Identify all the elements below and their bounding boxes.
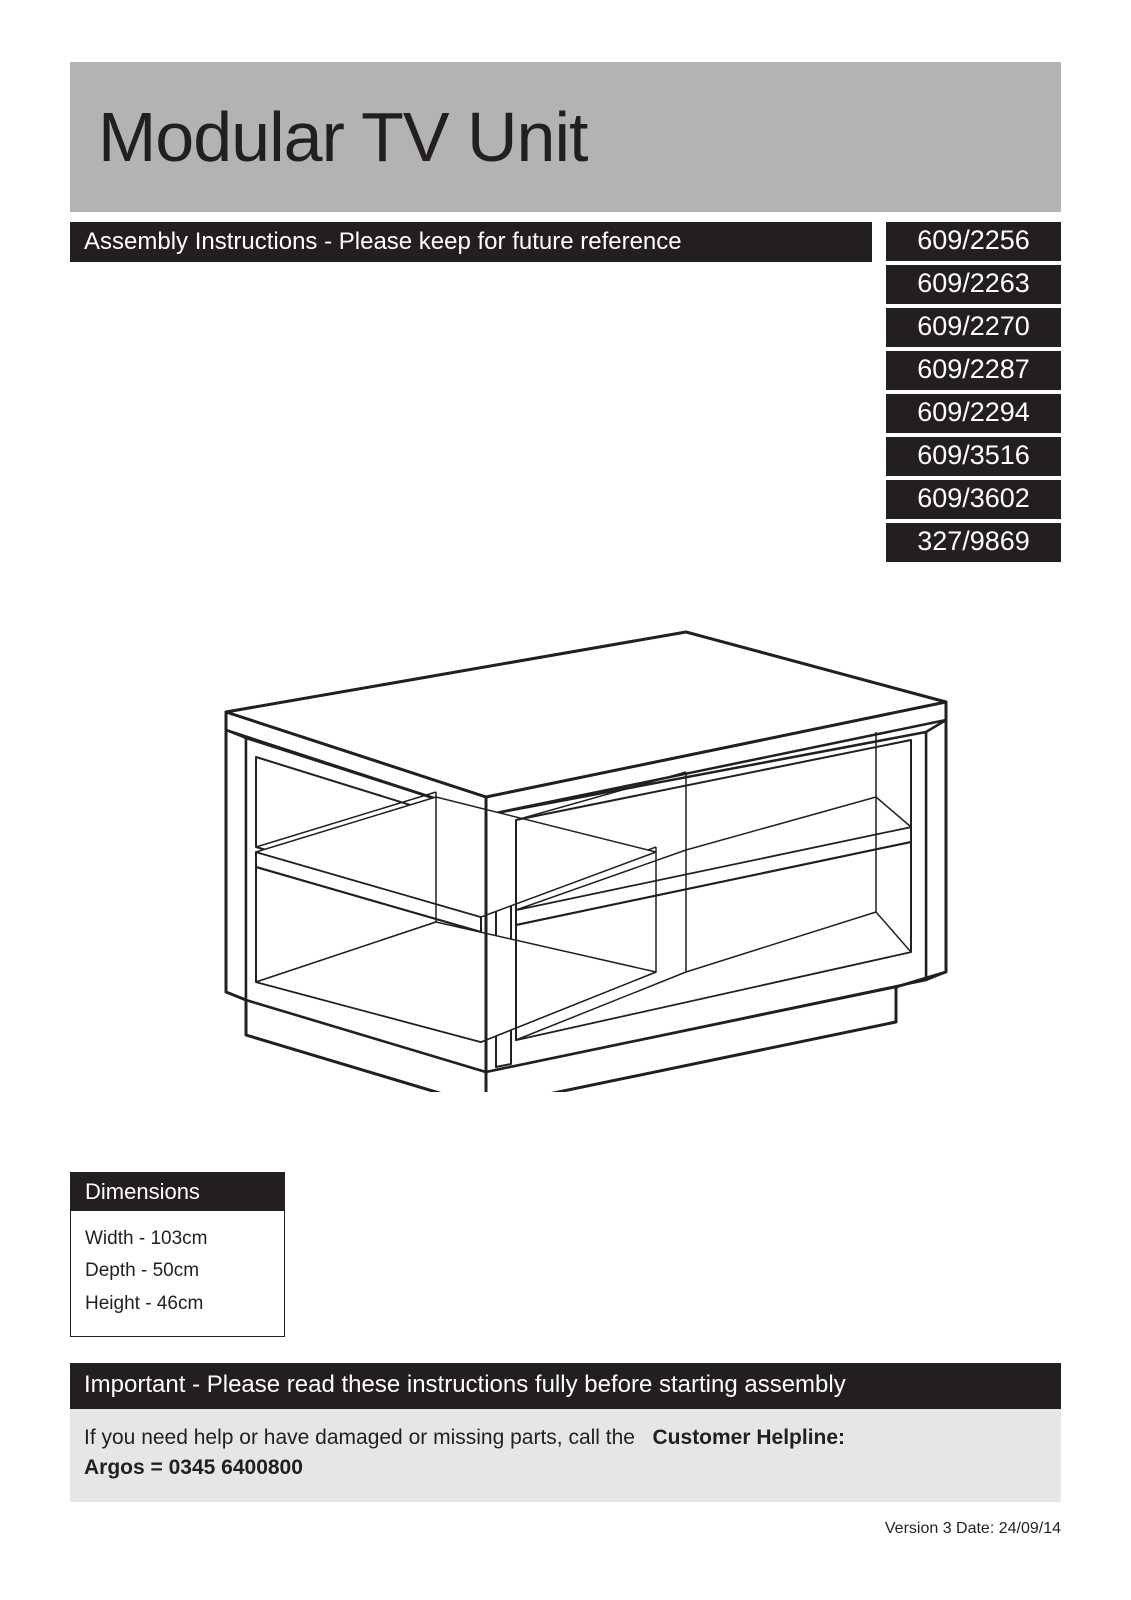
- product-title: Modular TV Unit: [98, 97, 587, 177]
- product-code: 609/3602: [886, 480, 1061, 519]
- product-codes: 609/2256 609/2263 609/2270 609/2287 609/…: [886, 222, 1061, 562]
- product-code: 609/2270: [886, 308, 1061, 347]
- page: Modular TV Unit Assembly Instructions - …: [70, 62, 1061, 1538]
- product-code: 609/2287: [886, 351, 1061, 390]
- subhead-row: Assembly Instructions - Please keep for …: [70, 222, 1061, 562]
- product-code: 327/9869: [886, 523, 1061, 562]
- help-text: If you need help or have damaged or miss…: [84, 1426, 635, 1449]
- help-bar: If you need help or have damaged or miss…: [70, 1409, 1061, 1502]
- product-code: 609/2256: [886, 222, 1061, 261]
- product-code: 609/2294: [886, 394, 1061, 433]
- dim-depth: Depth - 50cm: [85, 1255, 270, 1287]
- tv-unit-drawing: [156, 622, 976, 1092]
- dim-width: Width - 103cm: [85, 1223, 270, 1255]
- important-label: Important: [84, 1371, 185, 1398]
- assembly-note: - Please keep for future reference: [324, 228, 682, 255]
- helpline-number: Argos = 0345 6400800: [84, 1456, 303, 1479]
- dimensions-heading: Dimensions: [71, 1173, 284, 1211]
- helpline-label: Customer Helpline:: [653, 1426, 846, 1449]
- assembly-label: Assembly Instructions: [84, 228, 317, 255]
- product-code: 609/2263: [886, 265, 1061, 304]
- title-banner: Modular TV Unit: [70, 62, 1061, 212]
- version-line: Version 3 Date: 24/09/14: [70, 1520, 1061, 1538]
- dimensions-body: Width - 103cm Depth - 50cm Height - 46cm: [71, 1211, 284, 1336]
- product-illustration: [70, 622, 1061, 1092]
- product-code: 609/3516: [886, 437, 1061, 476]
- dim-height: Height - 46cm: [85, 1288, 270, 1320]
- assembly-instructions-bar: Assembly Instructions - Please keep for …: [70, 222, 872, 262]
- important-note: - Please read these instructions fully b…: [192, 1371, 846, 1398]
- important-bar: Important - Please read these instructio…: [70, 1363, 1061, 1409]
- dimensions-box: Dimensions Width - 103cm Depth - 50cm He…: [70, 1172, 285, 1337]
